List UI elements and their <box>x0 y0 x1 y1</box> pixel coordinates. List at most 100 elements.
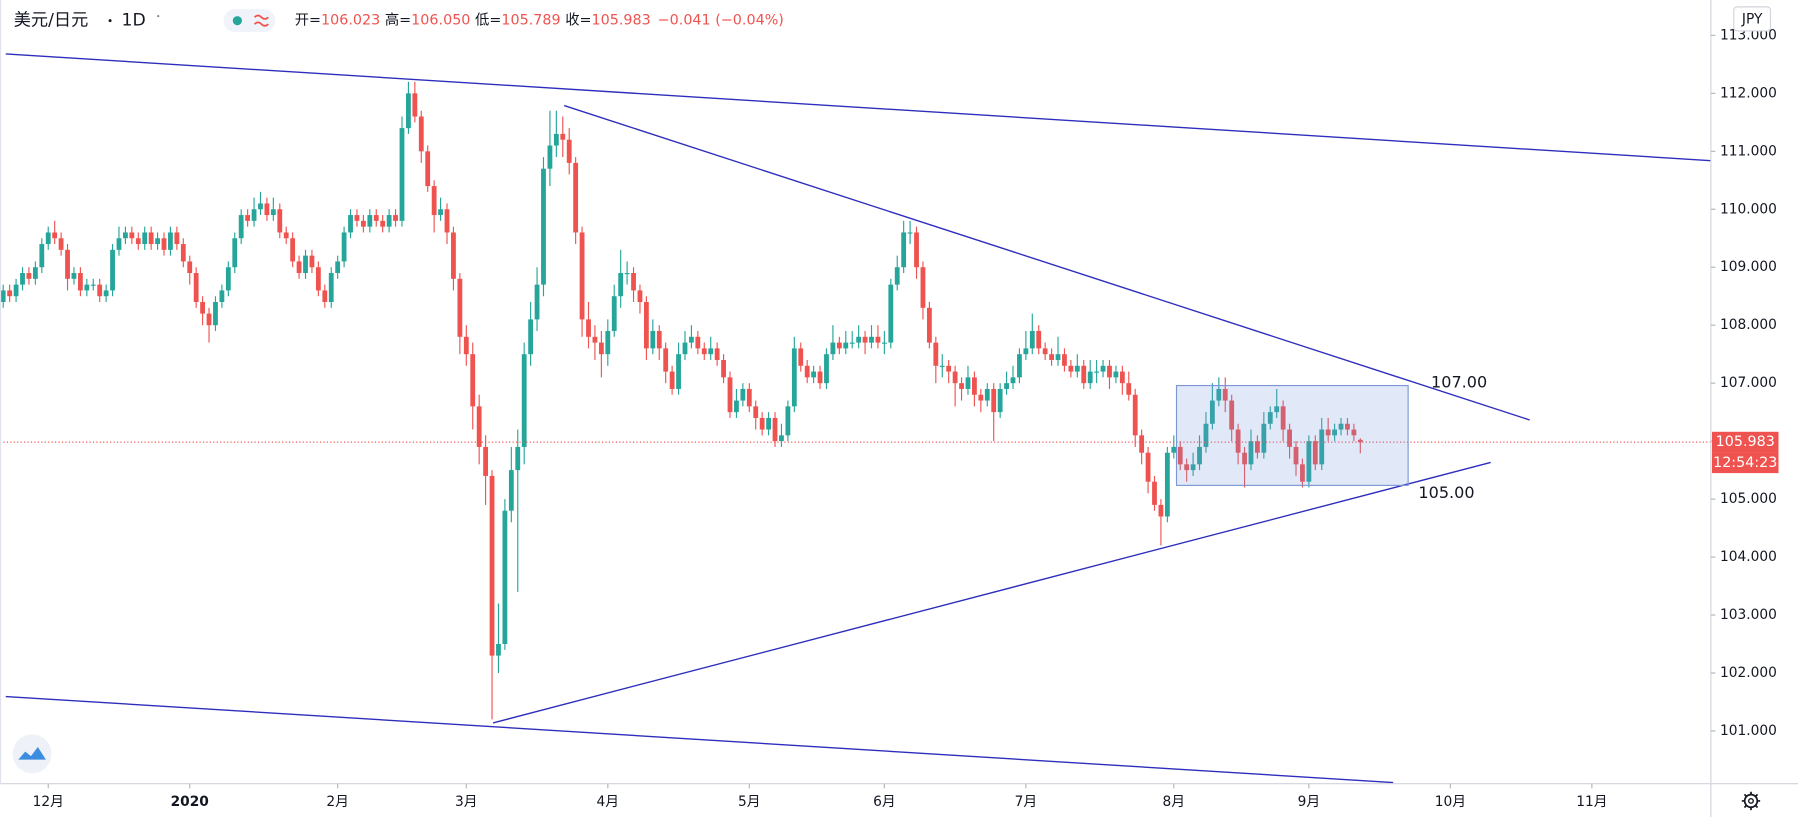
candle-body <box>746 388 752 407</box>
candle-body <box>258 203 263 210</box>
candle-body <box>772 417 778 442</box>
candle-body <box>888 284 894 343</box>
candle-body <box>508 470 514 511</box>
candle-body <box>907 232 913 234</box>
status-pill[interactable] <box>223 9 276 33</box>
candle-body <box>1300 464 1305 482</box>
candle-body <box>225 267 231 291</box>
candle-body <box>393 215 398 221</box>
gear-hub <box>1748 797 1754 804</box>
candle-body <box>296 261 302 274</box>
ohlc-label: 开= <box>295 13 321 29</box>
candle-body <box>97 284 103 297</box>
candle-body <box>264 203 270 216</box>
candle-body <box>1062 354 1067 366</box>
change: −0.041 (−0.04%) <box>658 13 784 29</box>
candle-body <box>766 417 772 430</box>
candle-body <box>116 238 122 250</box>
annotation: 107.00 <box>1431 373 1487 392</box>
candle-body <box>663 348 669 372</box>
candle-body <box>708 348 714 355</box>
candle-body <box>1139 435 1145 453</box>
candle-body <box>1152 481 1157 505</box>
candle-body <box>547 145 553 169</box>
candle-body <box>824 354 829 384</box>
x-tick-label: 7月 <box>1015 794 1037 810</box>
candle-body <box>779 435 784 442</box>
y-tick-label: 101.000 <box>1720 723 1777 739</box>
candle-body <box>991 388 997 413</box>
candle-body <box>1203 423 1209 447</box>
candle-body <box>997 388 1003 413</box>
symbol: 美元/日元 <box>14 11 89 31</box>
candle-body <box>656 330 662 349</box>
candle-body <box>965 377 971 389</box>
candle-body <box>1325 429 1331 436</box>
candle-body <box>1351 429 1357 436</box>
candle-body <box>348 215 353 233</box>
x-tick-label: 11月 <box>1576 794 1607 810</box>
candle-body <box>1036 330 1042 349</box>
candle-body <box>45 232 51 245</box>
ohlc-label: 低= <box>475 12 501 29</box>
candle-body <box>817 371 823 384</box>
candle-body <box>360 220 366 227</box>
candle-body <box>26 273 32 279</box>
ohlc-label: 收= <box>565 12 591 29</box>
ohlc-value: 106.050 <box>411 13 470 29</box>
logo[interactable] <box>12 734 52 774</box>
candle-body <box>753 406 759 418</box>
candle-body <box>335 261 341 274</box>
candle-body <box>1055 354 1061 360</box>
candle-body <box>952 371 958 384</box>
trend-line <box>5 695 1394 784</box>
settings-icon[interactable] <box>1741 791 1761 811</box>
candle-body <box>1345 423 1350 430</box>
candle-body <box>695 336 701 349</box>
ohlc-value: 105.789 <box>501 13 560 29</box>
candle-body <box>740 388 746 401</box>
candle-body <box>1332 429 1338 436</box>
candle-body <box>187 261 193 274</box>
candle-body <box>804 365 810 378</box>
candle-body <box>277 209 283 233</box>
candles <box>0 81 1711 720</box>
candle-body <box>1357 439 1363 443</box>
candle-body <box>553 133 559 146</box>
candle-body <box>836 342 842 349</box>
candle-body <box>933 342 939 366</box>
trend-line <box>492 461 1491 724</box>
market-status-dot <box>232 16 242 26</box>
last-price-label: 105.983 <box>1716 434 1775 450</box>
candle-body <box>920 267 926 308</box>
x-tick-label: 12月 <box>33 794 64 810</box>
currency-box[interactable] <box>1733 6 1772 32</box>
candle-body <box>444 209 450 233</box>
candle-body <box>1222 388 1228 401</box>
candle-body <box>611 296 617 331</box>
candle-body <box>1261 423 1267 453</box>
candle-body <box>431 186 437 216</box>
candle-body <box>959 383 964 389</box>
candle-body <box>1158 504 1164 517</box>
candle-body <box>798 348 804 366</box>
candle-body <box>1107 365 1112 378</box>
candle-body <box>412 93 418 117</box>
candle-body <box>849 342 855 344</box>
candle-body <box>283 232 289 239</box>
gear-teeth <box>1741 791 1761 811</box>
candle-body <box>206 313 212 326</box>
candle-body <box>914 232 919 268</box>
x-tick-label: 6月 <box>873 794 895 810</box>
candle-body <box>972 377 977 395</box>
candle-body <box>103 290 109 297</box>
candle-body <box>425 151 431 187</box>
currency[interactable]: JPY <box>1741 12 1763 28</box>
candle-body <box>1235 429 1241 453</box>
candle-body <box>270 209 276 216</box>
data-status-icon <box>253 14 269 27</box>
x-tick-label: 3月 <box>455 794 477 810</box>
